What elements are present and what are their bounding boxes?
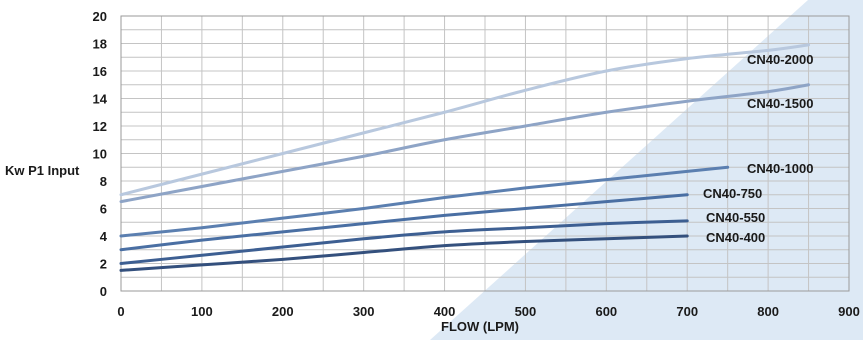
series-labels: CN40-2000 CN40-1500 CN40-1000 CN40-750 CN40-… bbox=[703, 52, 814, 245]
series-line-cn40-750 bbox=[119, 193, 689, 252]
x-tick-label: 700 bbox=[676, 304, 698, 319]
series-label-cn40-750: CN40-750 bbox=[703, 186, 762, 201]
y-axis-ticks: 0 2 4 6 8 10 12 14 16 18 20 bbox=[93, 9, 108, 299]
series-line-cn40-550 bbox=[119, 219, 689, 265]
y-tick-label: 2 bbox=[100, 257, 107, 272]
x-tick-label: 600 bbox=[595, 304, 617, 319]
x-axis-label: FLOW (LPM) bbox=[441, 319, 519, 334]
y-tick-label: 0 bbox=[100, 284, 107, 299]
y-axis-label: Kw P1 Input bbox=[5, 163, 80, 178]
x-tick-label: 500 bbox=[515, 304, 537, 319]
x-tick-label: 100 bbox=[191, 304, 213, 319]
series-line-cn40-400 bbox=[119, 234, 689, 272]
x-tick-label: 200 bbox=[272, 304, 294, 319]
y-tick-label: 12 bbox=[93, 119, 107, 134]
y-tick-label: 18 bbox=[93, 37, 107, 52]
series-label-cn40-1500: CN40-1500 bbox=[747, 96, 814, 111]
y-tick-label: 6 bbox=[100, 202, 107, 217]
series-label-cn40-400: CN40-400 bbox=[706, 230, 765, 245]
y-tick-label: 14 bbox=[93, 92, 108, 107]
plot-area bbox=[120, 15, 850, 292]
series-label-cn40-2000: CN40-2000 bbox=[747, 52, 814, 67]
y-tick-label: 20 bbox=[93, 9, 107, 24]
x-tick-label: 900 bbox=[838, 304, 860, 319]
y-tick-label: 16 bbox=[93, 64, 107, 79]
plot-frame bbox=[120, 15, 850, 292]
series-lines bbox=[119, 43, 811, 272]
y-tick-label: 8 bbox=[100, 174, 107, 189]
x-tick-label: 800 bbox=[757, 304, 779, 319]
x-tick-label: 300 bbox=[353, 304, 375, 319]
x-tick-label: 0 bbox=[117, 304, 124, 319]
gridlines bbox=[120, 15, 850, 292]
series-line-cn40-2000 bbox=[119, 43, 811, 197]
series-line-cn40-1500 bbox=[119, 83, 811, 204]
x-axis-ticks: 0 100 200 300 400 500 600 700 800 900 bbox=[117, 304, 859, 319]
series-label-cn40-550: CN40-550 bbox=[706, 210, 765, 225]
x-tick-label: 400 bbox=[434, 304, 456, 319]
y-tick-label: 4 bbox=[100, 229, 108, 244]
series-line-cn40-1000 bbox=[119, 165, 730, 238]
series-label-cn40-1000: CN40-1000 bbox=[747, 161, 814, 176]
y-tick-label: 10 bbox=[93, 147, 107, 162]
